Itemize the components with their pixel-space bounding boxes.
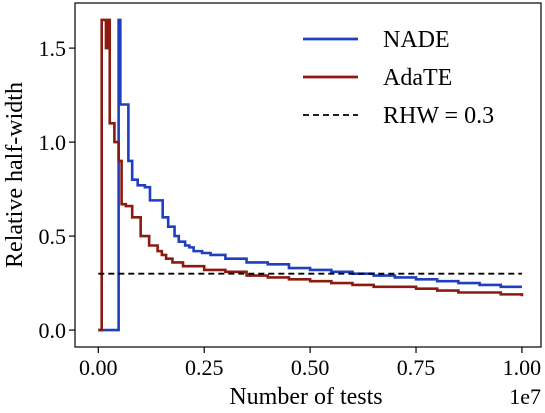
plot-lines — [98, 18, 524, 332]
x-axis-offset-label: 1e7 — [509, 384, 541, 409]
y-tick-label: 0.5 — [39, 224, 67, 249]
series-line-adate — [98, 18, 524, 332]
y-tick-label: 1.5 — [39, 36, 67, 61]
x-tick-label: 0.25 — [185, 355, 224, 380]
legend-label-adate: AdaTE — [383, 65, 452, 91]
x-tick-label: 0.00 — [79, 355, 118, 380]
legend: NADE AdaTE RHW = 0.3 — [303, 27, 494, 129]
x-tick-label: 1.00 — [503, 355, 542, 380]
series-line-nade — [98, 18, 522, 332]
y-axis-title: Relative half-width — [2, 82, 28, 268]
x-axis-title: Number of tests — [229, 384, 382, 410]
x-tick-label: 0.50 — [291, 355, 330, 380]
y-tick-label: 0.0 — [39, 318, 67, 343]
x-tick-label: 0.75 — [397, 355, 436, 380]
legend-label-nade: NADE — [383, 27, 450, 53]
plot-frame — [74, 2, 542, 348]
y-axis-ticks: 0.0 0.5 1.0 1.5 — [39, 36, 75, 343]
legend-label-rhw-0-3: RHW = 0.3 — [383, 103, 494, 129]
y-tick-label: 1.0 — [39, 130, 67, 155]
x-axis-ticks: 0.00 0.25 0.50 0.75 1.00 — [79, 347, 541, 380]
